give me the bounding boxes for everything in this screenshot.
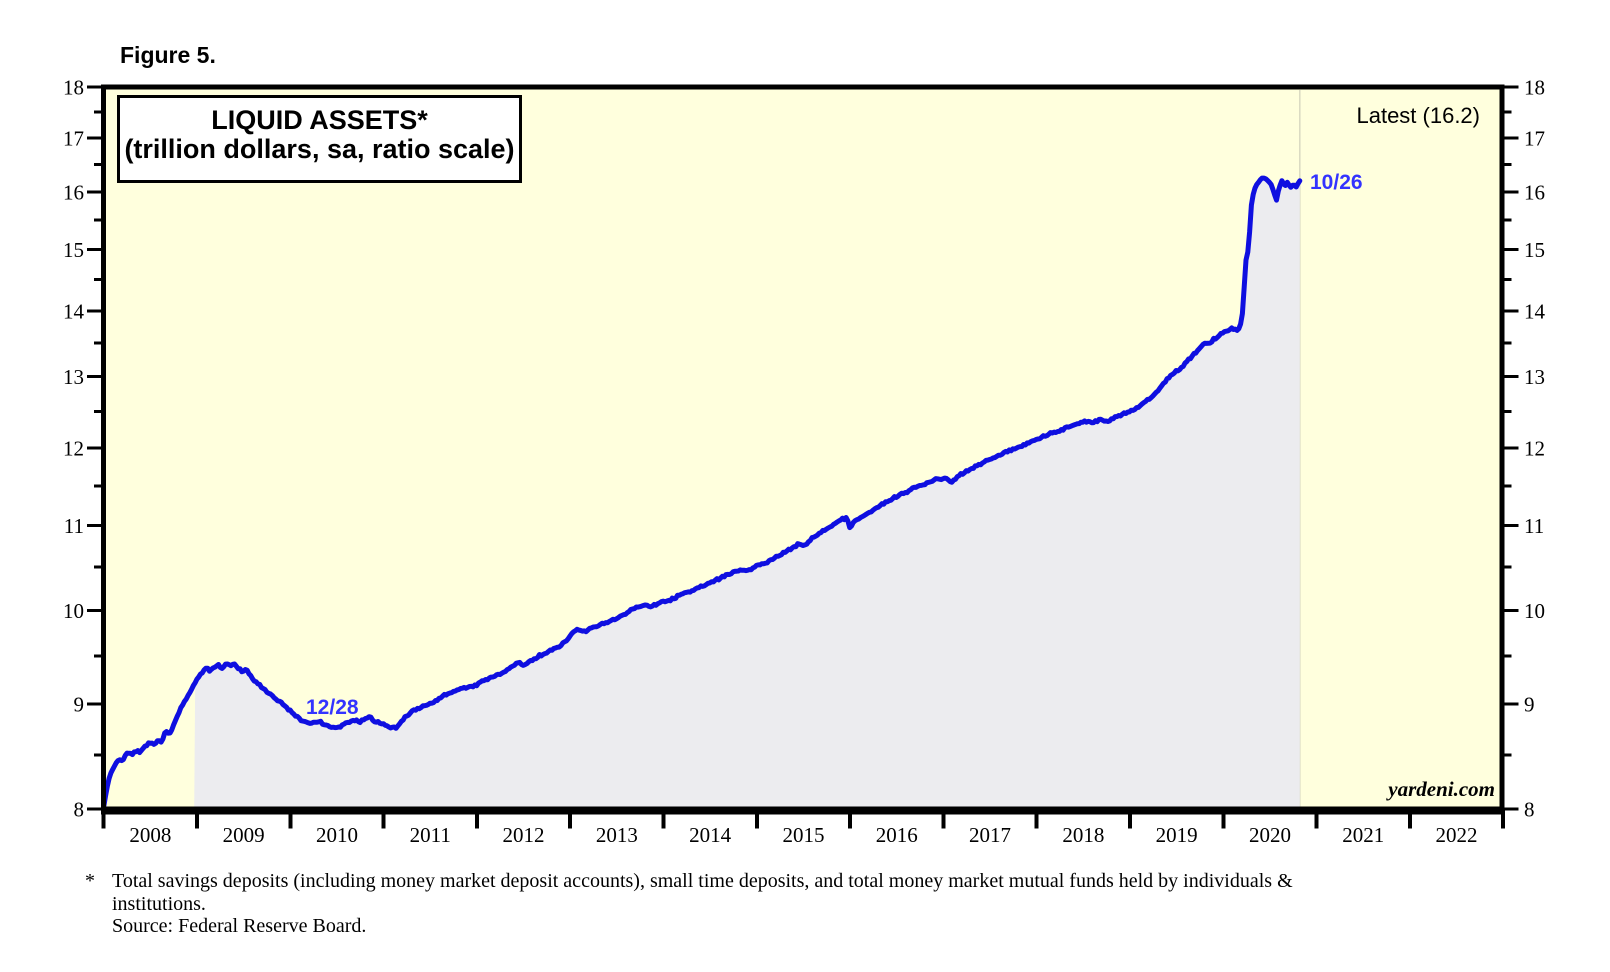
figure-label: Figure 5. — [120, 42, 216, 68]
y-label-left: 16 — [63, 180, 84, 204]
x-year-label: 2015 — [782, 823, 824, 847]
yardeni-watermark: yardeni.com — [1388, 777, 1495, 801]
footnote-source: Source: Federal Reserve Board. — [112, 915, 367, 937]
y-label-right: 18 — [1524, 76, 1545, 100]
liquid-assets-line — [101, 175, 1303, 810]
y-label-left: 8 — [74, 798, 85, 822]
x-year-label: 2018 — [1062, 823, 1104, 847]
chart-subtitle: (trillion dollars, sa, ratio scale) — [124, 134, 515, 164]
y-axis-left-ticks — [87, 85, 101, 811]
y-label-right: 10 — [1524, 599, 1545, 623]
x-year-label: 2012 — [503, 823, 545, 847]
y-label-right: 8 — [1524, 798, 1535, 822]
y-label-left: 9 — [74, 693, 85, 717]
chart-title-box: LIQUID ASSETS* (trillion dollars, sa, ra… — [117, 95, 522, 183]
y-label-right: 11 — [1524, 514, 1544, 538]
y-label-left: 13 — [63, 365, 84, 389]
footnote-line1: Total savings deposits (including money … — [112, 870, 1293, 892]
x-year-label: 2019 — [1156, 823, 1198, 847]
plot-border — [101, 84, 1505, 812]
footnote-marker: * — [85, 870, 95, 892]
y-label-right: 15 — [1524, 238, 1545, 262]
footnote: * Total savings deposits (including mone… — [85, 870, 1505, 938]
y-axis-right-ticks — [1504, 85, 1519, 811]
y-label-right: 14 — [1524, 299, 1546, 323]
x-year-label: 2010 — [316, 823, 358, 847]
x-year-label: 2008 — [129, 823, 171, 847]
x-axis-ticks — [101, 813, 1506, 829]
x-year-label: 2021 — [1342, 823, 1384, 847]
area-under-curve — [194, 178, 1300, 808]
x-year-label: 2009 — [223, 823, 265, 847]
y-label-left: 14 — [63, 299, 85, 323]
y-label-right: 9 — [1524, 693, 1535, 717]
x-year-label: 2011 — [410, 823, 451, 847]
end-date-annotation: 10/26 — [1310, 171, 1363, 194]
y-label-left: 15 — [63, 238, 84, 262]
trough-date-annotation: 12/28 — [306, 696, 359, 719]
x-year-label: 2014 — [689, 823, 732, 847]
y-label-left: 18 — [63, 76, 84, 100]
chart-title: LIQUID ASSETS* — [211, 105, 428, 135]
axes — [87, 84, 1519, 829]
x-year-label: 2022 — [1436, 823, 1478, 847]
y-label-right: 12 — [1524, 437, 1545, 461]
y-label-left: 10 — [63, 599, 84, 623]
y-label-right: 17 — [1524, 126, 1545, 150]
x-axis-year-labels: 2008 2009 2010 2011 2012 2013 2014 2015 2016 2017… — [129, 823, 1477, 847]
latest-value-label: Latest (16.2) — [1356, 103, 1480, 128]
y-axis-right-labels: 8 9 10 11 12 13 14 15 16 17 18 — [1524, 76, 1546, 822]
y-label-left: 12 — [63, 437, 84, 461]
y-label-right: 13 — [1524, 365, 1545, 389]
y-axis-left-labels: 8 9 10 11 12 13 14 15 16 17 18 — [63, 76, 85, 822]
y-label-left: 11 — [64, 514, 84, 538]
x-year-label: 2017 — [969, 823, 1011, 847]
x-year-label: 2016 — [876, 823, 918, 847]
footnote-line2: institutions. — [112, 892, 206, 915]
y-label-left: 17 — [63, 126, 84, 150]
y-label-right: 16 — [1524, 180, 1545, 204]
x-year-label: 2013 — [596, 823, 638, 847]
x-year-label: 2020 — [1249, 823, 1291, 847]
